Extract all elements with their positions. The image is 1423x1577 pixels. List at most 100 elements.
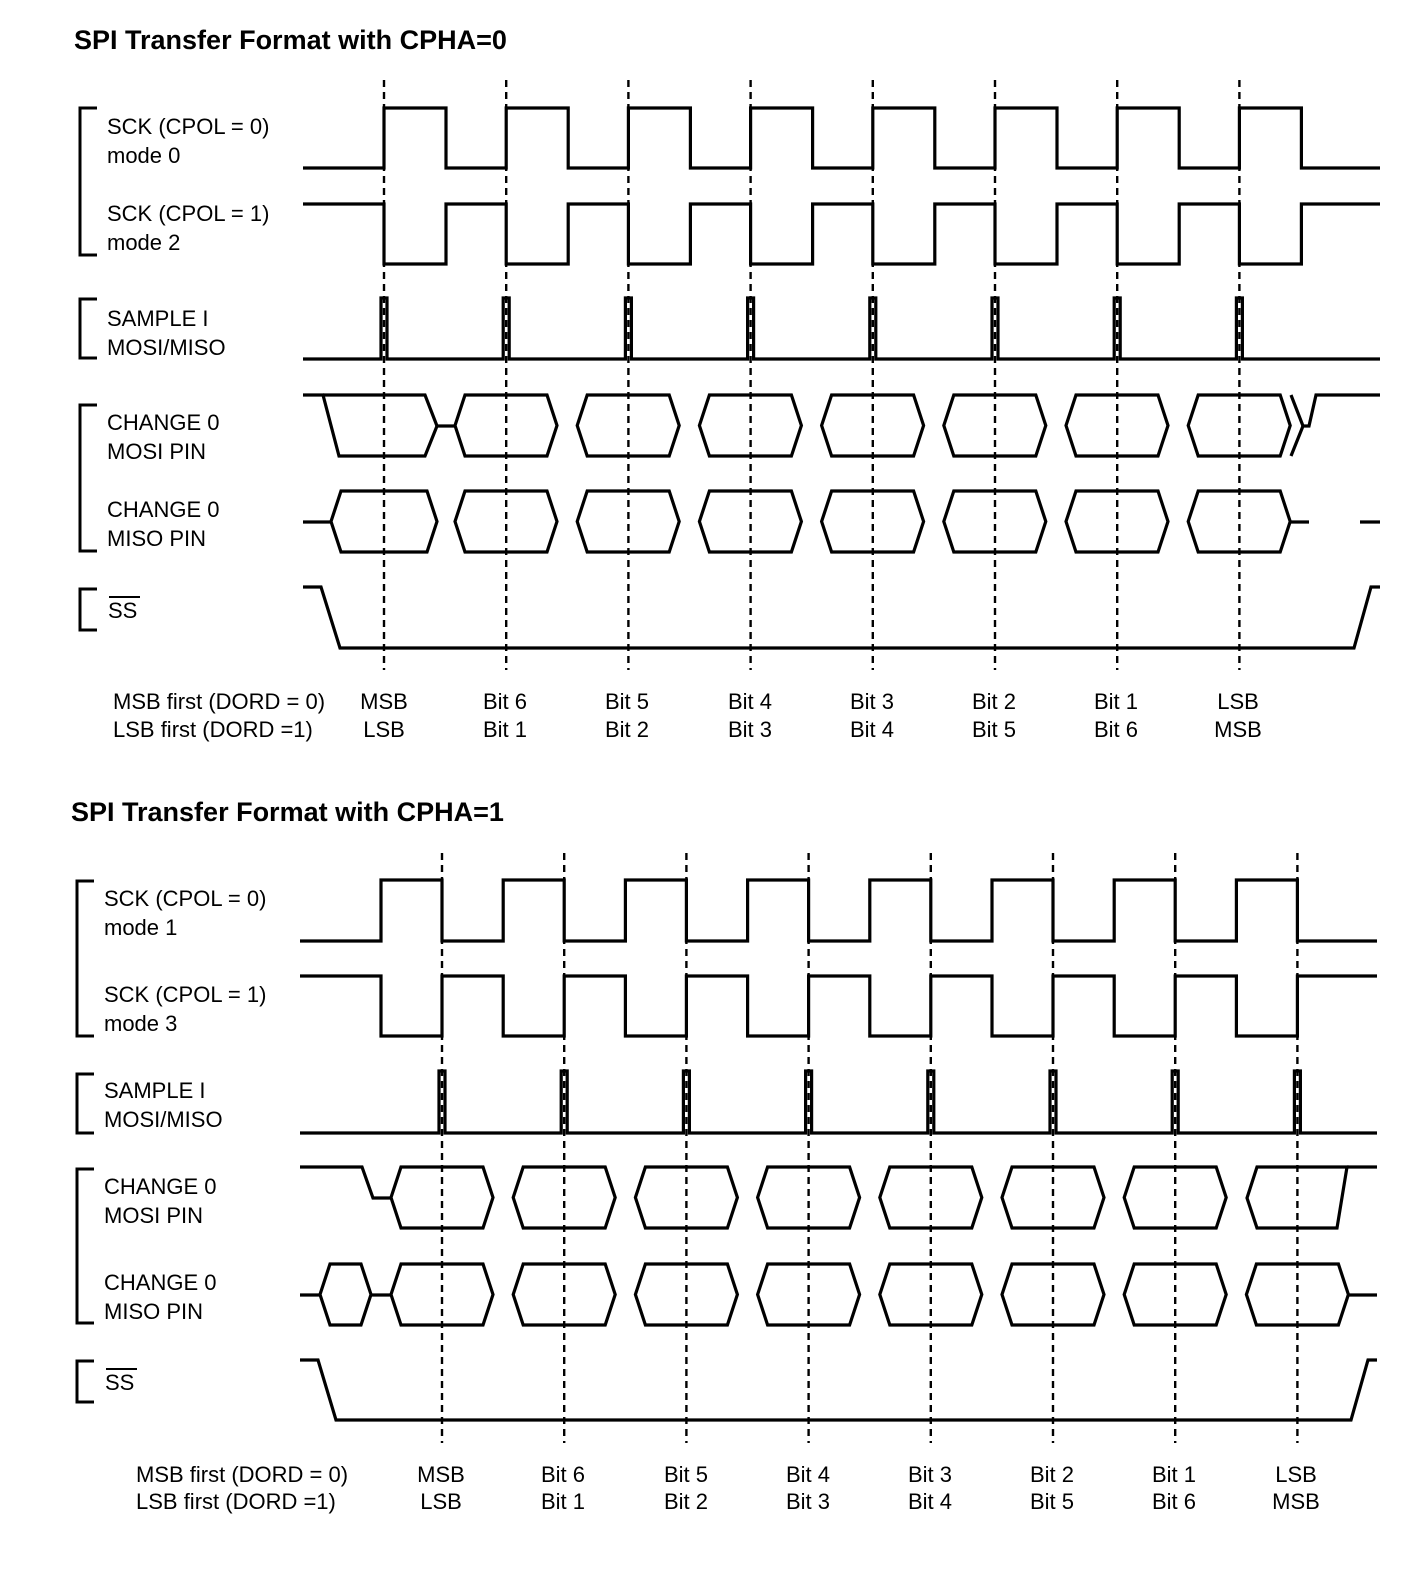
bit-label-msb: Bit 3 [850,689,894,714]
bus-cell [318,1262,373,1327]
bus-cell [389,1262,495,1327]
cpha0-bit-labels: MSB LSB Bit 6 Bit 1 Bit 5 Bit 2 Bit 4 Bit 3 Bit … [360,689,1262,742]
cpha1-miso-label: CHANGE 0 [104,1270,216,1295]
cpha0-diagram: SPI Transfer Format with CPHA=0 SCK (CPO… [74,25,1380,742]
bus-cell [1244,1262,1351,1327]
cpha1-sample-wave [300,1069,1377,1135]
bus-cell [329,489,439,554]
bit-label-lsb: Bit 2 [664,1489,708,1514]
cpha1-sample-bracket [75,1072,94,1135]
bit-label-lsb: Bit 3 [728,717,772,742]
bus-cell [1186,393,1292,458]
cpha0-change-bracket [78,403,97,553]
bit-label-msb: Bit 4 [728,689,772,714]
bit-label-msb: LSB [1217,689,1259,714]
cpha1-sck0-mode: mode 1 [104,915,177,940]
cpha0-title: SPI Transfer Format with CPHA=0 [74,25,507,55]
bit-label-msb: Bit 4 [786,1462,830,1487]
cpha0-mosi-pin: MOSI PIN [107,439,206,464]
bus-cell [755,1262,862,1327]
bus-cell [1064,393,1170,458]
cpha1-lsb-first-label: LSB first (DORD =1) [136,1489,336,1514]
cpha1-diagram: SPI Transfer Format with CPHA=1 SCK (CPO… [71,797,1377,1514]
bus-cell [1122,1165,1228,1230]
cpha0-sck1-mode: mode 2 [107,230,180,255]
cpha1-change-bracket [75,1167,94,1325]
bus-cell [1000,1262,1106,1327]
bit-label-msb: Bit 5 [605,689,649,714]
cpha1-mosi-label: CHANGE 0 [104,1174,216,1199]
bus-cell [697,489,804,554]
cpha1-sck-cpol0-wave [300,878,1377,943]
bus-cell [1122,1262,1228,1327]
bit-label-msb: Bit 6 [541,1462,585,1487]
bus-cell [511,1262,617,1327]
bit-label-lsb: Bit 3 [786,1489,830,1514]
bus-cell [633,1165,740,1230]
bus-idle [1289,393,1380,428]
bus-cell [511,1165,617,1230]
bit-label-lsb: LSB [363,717,405,742]
bus-cell [389,1165,495,1230]
cpha1-miso-pin: MISO PIN [104,1299,203,1324]
bus-idle [1289,425,1305,457]
bus-cell [575,489,681,554]
cpha0-ss-bracket [78,587,97,632]
bit-label-lsb: Bit 2 [605,717,649,742]
cpha0-miso-wave [303,489,1380,554]
cpha0-msb-first-label: MSB first (DORD = 0) [113,689,325,714]
bus-cell [755,1165,862,1230]
cpha0-sck-bracket [78,106,97,257]
bus-cell [1064,489,1170,554]
cpha0-ss-label: SS [108,598,137,623]
bit-label-lsb: Bit 4 [850,717,894,742]
cpha1-sck-cpol1-wave [300,974,1377,1038]
cpha1-sample-edges [440,853,1299,1443]
cpha0-sample-edges [382,80,1241,670]
bit-label-lsb: Bit 6 [1094,717,1138,742]
bus-cell [942,489,1048,554]
bit-label-lsb: MSB [1272,1489,1320,1514]
bus-idle [303,393,455,458]
bus-cell [453,489,559,554]
cpha0-lsb-first-label: LSB first (DORD =1) [113,717,313,742]
bit-label-lsb: Bit 1 [483,717,527,742]
bus-idle [300,1165,391,1200]
bus-cell [453,393,559,458]
bus-cell [1000,1165,1106,1230]
cpha1-sck1-label: SCK (CPOL = 1) [104,982,266,1007]
bit-label-lsb: Bit 5 [972,717,1016,742]
cpha1-sck1-mode: mode 3 [104,1011,177,1036]
bus-cell [633,1262,740,1327]
cpha0-sck-cpol0-wave [303,106,1380,170]
cpha1-sample-label: SAMPLE I [104,1078,205,1103]
bus-idle [1245,1165,1349,1230]
cpha1-ss-label: SS [105,1370,134,1395]
bit-label-lsb: Bit 4 [908,1489,952,1514]
cpha0-sample-pins: MOSI/MISO [107,335,226,360]
bit-label-msb: LSB [1275,1462,1317,1487]
cpha1-ss-bracket [75,1359,94,1404]
bit-label-msb: Bit 1 [1152,1462,1196,1487]
cpha0-sck0-mode: mode 0 [107,143,180,168]
cpha0-sck0-label: SCK (CPOL = 0) [107,114,269,139]
cpha0-sample-label: SAMPLE I [107,306,208,331]
bus-cell [942,393,1048,458]
bit-label-msb: Bit 2 [972,689,1016,714]
bit-label-lsb: Bit 1 [541,1489,585,1514]
cpha1-ss-wave [300,1358,1377,1422]
bit-label-lsb: MSB [1214,717,1262,742]
bit-label-msb: Bit 1 [1094,689,1138,714]
cpha1-sample-pins: MOSI/MISO [104,1107,223,1132]
cpha1-sck0-label: SCK (CPOL = 0) [104,886,266,911]
cpha0-mosi-label: CHANGE 0 [107,410,219,435]
bus-cell [819,489,926,554]
cpha1-miso-wave [300,1262,1377,1327]
bus-cell [575,393,681,458]
cpha0-sck1-label: SCK (CPOL = 1) [107,201,269,226]
bit-label-lsb: Bit 6 [1152,1489,1196,1514]
cpha0-ss-wave [303,585,1380,650]
bit-label-msb: Bit 6 [483,689,527,714]
cpha0-mosi-wave [303,393,1380,458]
